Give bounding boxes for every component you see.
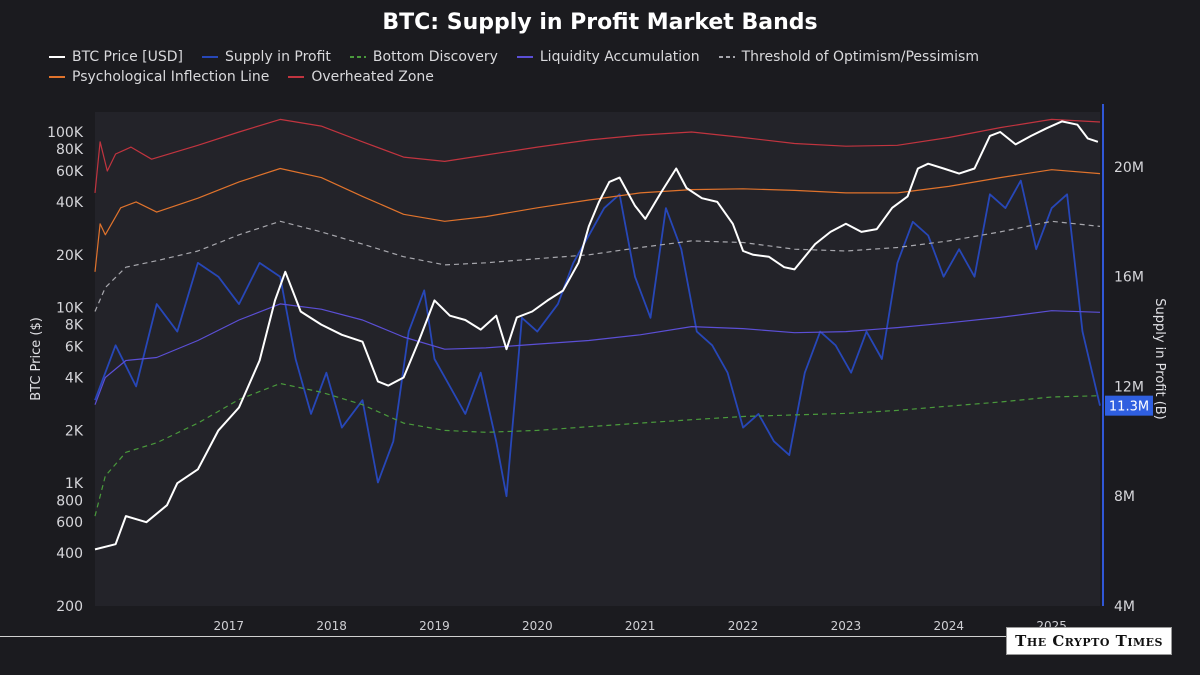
y-tick-label: 1K xyxy=(65,476,84,492)
y-tick-label: 80K xyxy=(56,142,84,158)
y-tick-label: 100K xyxy=(47,125,84,141)
x-tick-label: 2020 xyxy=(522,619,553,633)
chart-title: BTC: Supply in Profit Market Bands xyxy=(382,10,818,35)
x-tick-label: 2024 xyxy=(934,619,965,633)
btc-price-line xyxy=(94,120,1099,551)
y-tick-label: 200 xyxy=(56,599,83,615)
legend-item: Psychological Inflection Line xyxy=(48,69,269,85)
legend-label: Psychological Inflection Line xyxy=(72,69,270,85)
x-tick-label: 2021 xyxy=(625,619,656,633)
threshold-optimism-pessimism-line xyxy=(94,220,1101,312)
y-tick-label: 8K xyxy=(65,318,84,334)
legend-label: Threshold of Optimism/Pessimism xyxy=(741,49,979,65)
legend-swatch xyxy=(349,56,366,58)
legend-swatch xyxy=(718,56,735,58)
psychological-inflection-line xyxy=(94,167,1101,272)
supply-in-profit-line xyxy=(94,179,1101,498)
last-value-label: 11.3M xyxy=(1109,400,1149,415)
legend-label: Supply in Profit xyxy=(225,49,331,65)
x-tick-label: 2022 xyxy=(728,619,759,633)
y-tick-label: 2K xyxy=(65,423,84,439)
legend-item: Overheated Zone xyxy=(287,69,434,85)
y-axis-title: BTC Price ($) xyxy=(29,317,44,401)
legend-swatch xyxy=(516,56,533,58)
y-tick-label: 4K xyxy=(65,371,84,387)
legend-swatch xyxy=(49,56,65,58)
divider xyxy=(0,636,1020,637)
legend-item: Supply in Profit xyxy=(201,49,331,65)
legend-item: Liquidity Accumulation xyxy=(516,49,700,65)
legend-item: Bottom Discovery xyxy=(349,49,498,65)
y2-tick-label: 4M xyxy=(1114,599,1135,615)
last-value-badge xyxy=(1105,395,1153,416)
y-tick-label: 20K xyxy=(56,248,84,264)
watermark-logo: The Crypto Times xyxy=(1006,627,1172,655)
legend-item: Threshold of Optimism/Pessimism xyxy=(718,49,979,65)
x-tick-label: 2018 xyxy=(316,619,347,633)
bottom-discovery-line xyxy=(94,382,1101,517)
y2-tick-label: 8M xyxy=(1114,489,1135,505)
legend-label: BTC Price [USD] xyxy=(72,49,184,65)
legend: BTC Price [USD] Supply in Profit Bottom Di… xyxy=(48,49,1188,85)
legend-label: Bottom Discovery xyxy=(372,49,498,65)
x-tick-label: 2019 xyxy=(419,619,450,633)
legend-swatch xyxy=(288,76,305,78)
y-tick-label: 10K xyxy=(56,301,84,317)
liquidity-accumulation-line xyxy=(94,303,1101,405)
legend-label: Overheated Zone xyxy=(311,69,434,85)
y2-tick-label: 20M xyxy=(1114,160,1144,176)
y2-axis-title: Supply in Profit (B) xyxy=(1152,298,1167,420)
y-tick-label: 800 xyxy=(56,493,83,509)
y2-tick-label: 12M xyxy=(1114,379,1144,395)
y-tick-label: 40K xyxy=(56,195,84,211)
y-tick-label: 6K xyxy=(65,340,84,356)
overheated-zone-line xyxy=(94,118,1101,193)
legend-swatch xyxy=(49,76,65,78)
legend-label: Liquidity Accumulation xyxy=(539,49,700,65)
x-tick-label: 2017 xyxy=(213,619,244,633)
y2-tick-label: 16M xyxy=(1114,270,1144,286)
plot-area xyxy=(95,112,1100,606)
legend-item: BTC Price [USD] xyxy=(48,49,183,65)
y-tick-label: 400 xyxy=(56,546,83,562)
x-tick-label: 2023 xyxy=(831,619,862,633)
legend-swatch xyxy=(202,56,219,58)
y-tick-label: 600 xyxy=(56,515,83,531)
y-tick-label: 60K xyxy=(56,164,84,180)
